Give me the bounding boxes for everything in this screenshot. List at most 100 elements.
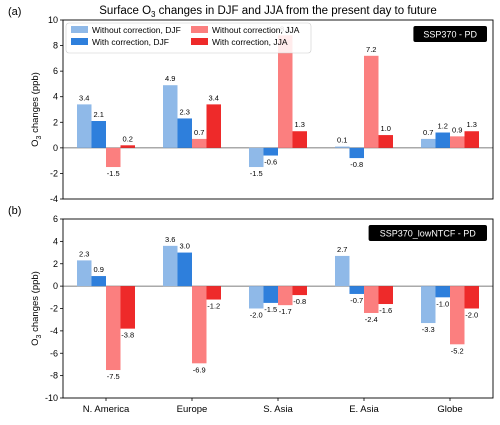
legend-swatch — [191, 26, 208, 33]
bar — [450, 286, 465, 345]
legend-swatch — [191, 38, 208, 45]
bar — [163, 85, 178, 148]
bar-value-label: 3.0 — [180, 242, 190, 251]
bar-value-label: -1.5 — [264, 305, 277, 314]
legend-box — [65, 22, 312, 54]
y-tick-label: -4 — [50, 326, 58, 336]
bar — [249, 286, 264, 309]
bar — [77, 104, 92, 148]
y-axis-label: O3 changes (ppb) — [30, 72, 43, 147]
bar-value-label: 2.1 — [94, 110, 104, 119]
y-tick-label: 2 — [53, 117, 58, 127]
bar — [249, 147, 264, 168]
bar-value-label: -1.7 — [279, 307, 292, 316]
bar-value-label: -1.5 — [250, 169, 263, 178]
bar-value-label: -0.7 — [350, 296, 363, 305]
bar-value-label: 0.7 — [423, 128, 433, 137]
bar-value-label: 1.3 — [295, 120, 305, 129]
bar — [177, 252, 192, 287]
y-tick-label: 6 — [53, 66, 58, 76]
bar-value-label: -0.6 — [264, 158, 277, 167]
x-tick-label: Europe — [177, 404, 208, 415]
bar — [292, 286, 307, 296]
y-tick-label: -2 — [50, 168, 58, 178]
y-tick-label: 8 — [53, 41, 58, 51]
bar-value-label: 3.6 — [165, 235, 175, 244]
bar — [106, 147, 121, 168]
bar — [120, 145, 135, 148]
bar-value-label: 0.2 — [123, 134, 133, 143]
panel-a-chart: 3.42.1-1.50.24.92.30.73.4-1.5-0.68.81.30… — [8, 6, 494, 204]
y-tick-label: 4 — [53, 92, 58, 102]
y-tick-label: -6 — [50, 348, 58, 358]
y-tick-label: -8 — [50, 371, 58, 381]
bar — [163, 245, 178, 287]
bar — [335, 255, 350, 287]
x-tick-label: Globe — [437, 404, 462, 415]
y-tick-label: -4 — [50, 194, 58, 204]
bar — [206, 286, 221, 300]
bar-value-label: -7.5 — [107, 372, 120, 381]
x-tick-label: E. Asia — [349, 404, 379, 415]
panel-label: (b) — [8, 205, 21, 217]
y-tick-label: 4 — [53, 236, 58, 246]
bar-value-label: -1.5 — [107, 169, 120, 178]
bar — [278, 35, 293, 148]
legend-swatch — [71, 26, 88, 33]
bar-value-label: 0.9 — [94, 265, 104, 274]
bar — [349, 147, 364, 159]
bar-value-label: 7.2 — [366, 45, 376, 54]
bar — [464, 131, 479, 148]
bar — [192, 138, 207, 148]
bar-value-label: -1.6 — [379, 306, 392, 315]
bar — [421, 286, 436, 324]
y-tick-label: 6 — [53, 214, 58, 224]
bar — [349, 286, 364, 294]
bar-value-label: 2.3 — [79, 249, 89, 258]
y-tick-label: -10 — [45, 393, 58, 403]
scenario-badge — [413, 26, 487, 42]
bar — [263, 286, 278, 303]
bar-value-label: 2.7 — [337, 245, 347, 254]
legend-label: With correction, JJA — [212, 37, 288, 47]
bar — [91, 276, 106, 287]
bar-value-label: 1.2 — [438, 122, 448, 131]
bar-value-label: 0.7 — [194, 128, 204, 137]
legend-label: With correction, DJF — [92, 37, 169, 47]
legend-label: Without correction, JJA — [212, 25, 300, 35]
bar — [421, 138, 436, 148]
bar-value-label: 3.4 — [79, 93, 89, 102]
bar — [378, 286, 393, 305]
bar — [206, 104, 221, 148]
bar — [435, 132, 450, 148]
bar — [91, 121, 106, 148]
bar — [192, 286, 207, 364]
y-tick-label: 10 — [48, 15, 58, 25]
bar-value-label: 0.9 — [452, 125, 462, 134]
bar-value-label: -2.0 — [465, 311, 478, 320]
legend-label: Without correction, DJF — [92, 25, 181, 35]
bar — [378, 135, 393, 148]
bar-value-label: 3.4 — [209, 93, 219, 102]
bar — [106, 286, 121, 371]
bar — [263, 147, 278, 156]
bar — [335, 146, 350, 148]
bar — [292, 131, 307, 148]
bar — [364, 286, 379, 313]
y-tick-label: 0 — [53, 143, 58, 153]
bar-value-label: -1.0 — [436, 299, 449, 308]
bar-value-label: 2.3 — [180, 107, 190, 116]
bar — [435, 286, 450, 298]
x-tick-label: N. America — [83, 404, 130, 415]
bar-value-label: -0.8 — [293, 297, 306, 306]
bar-value-label: 4.9 — [165, 74, 175, 83]
bar-value-label: 1.3 — [467, 120, 477, 129]
bar — [464, 286, 479, 309]
bar-value-label: -3.8 — [121, 331, 134, 340]
y-tick-label: 2 — [53, 259, 58, 269]
bar-value-label: -3.3 — [422, 325, 435, 334]
scenario-label: SSP370 - PD — [423, 30, 477, 40]
bar — [278, 286, 293, 306]
bar-value-label: -6.9 — [193, 365, 206, 374]
